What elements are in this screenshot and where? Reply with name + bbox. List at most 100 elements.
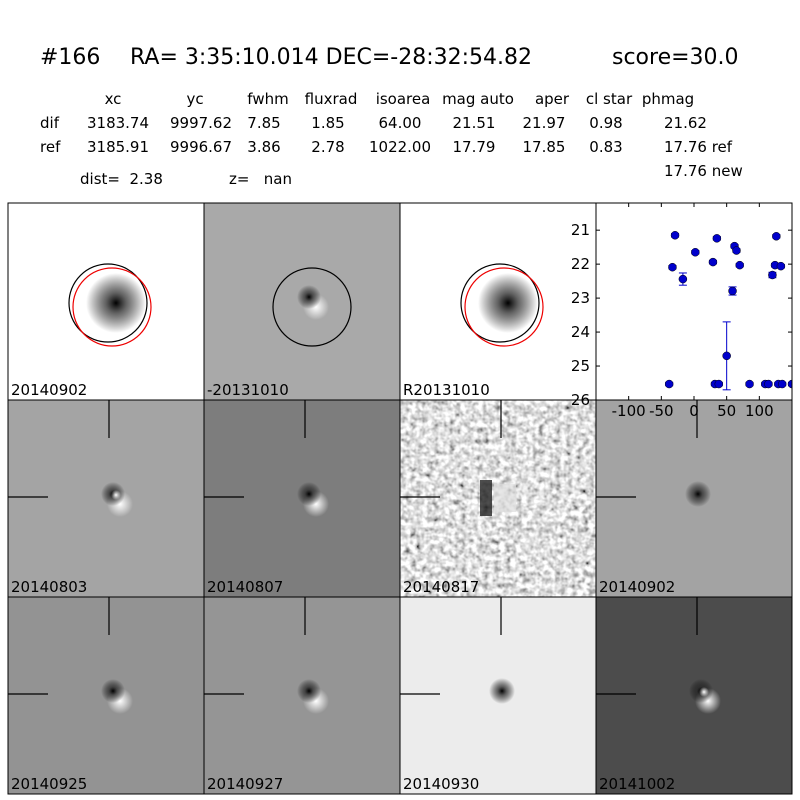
panel-label: 20140817 [403,578,479,596]
table-cell: 17.76 ref [664,138,733,156]
point [728,286,737,296]
aperture [72,267,152,347]
table-cell: 0.83 [589,138,622,156]
coordinates: RA= 3:35:10.014 DEC=-28:32:54.82 [130,45,532,70]
point [714,379,724,389]
table-cell: 21.62 [664,114,707,132]
panel-label: 20140902 [599,578,675,596]
image-panel: 20140925 [7,596,205,795]
source-dark [297,285,321,309]
panel-label: R20131010 [403,381,490,399]
panel-label: 20140807 [207,578,283,596]
z-value: z= nan [229,170,292,188]
table-cell: 21.51 [453,114,496,132]
column-header: yc [186,90,203,108]
table-cell: 7.85 [247,114,280,132]
image-panel: 20140803 [7,399,205,598]
column-header: aper [535,90,570,108]
point [772,232,781,241]
column-header: mag auto [442,90,514,108]
image-panel: 20140902 [595,399,793,598]
panel-label: 20140930 [403,775,479,793]
panel-label: 20140803 [11,578,87,596]
table-cell: 21.97 [523,114,566,132]
source [86,273,146,333]
score: score=30.0 [612,45,739,70]
point [691,248,700,257]
aperture [272,267,352,347]
source-light [111,490,121,500]
table-cell: 3185.91 [87,138,149,156]
point [787,379,792,389]
source-light [699,687,709,697]
image-panel: 20140902 [7,202,205,401]
image-panel: -20131010 [203,202,401,401]
row-label: ref [40,138,61,156]
source-dark [101,679,125,703]
panel-label: -20131010 [207,381,289,399]
column-header: xc [105,90,122,108]
dist: dist= 2.38 [80,170,163,188]
source [478,273,538,333]
panel-label: 20140927 [207,775,283,793]
table-cell: 2.78 [311,138,344,156]
plot-frame [595,202,793,401]
point [777,379,787,389]
y-tick-label: 21 [571,221,590,239]
plot-area [596,203,792,400]
point [678,274,688,284]
y-tick-label: 24 [571,323,590,341]
y-tick-label: 23 [571,289,590,307]
point [735,260,744,270]
image-panel: 20140927 [203,596,401,795]
x-tick-label: -50 [649,402,674,420]
table-cell: 3.86 [247,138,280,156]
point [764,379,773,389]
table-cell: 1.85 [311,114,344,132]
row-label: dif [40,114,60,132]
object-id: #166 [40,45,100,70]
x-tick-label: 0 [689,402,699,420]
panel-label: 20140902 [11,381,87,399]
point [712,234,722,243]
point [708,257,718,267]
panel-label: 20141002 [599,775,675,793]
column-header: cl star [586,90,633,108]
image-panel: 20140807 [203,399,401,598]
point [664,379,674,389]
table-cell: 3183.74 [87,114,149,132]
source-dark [685,481,711,507]
source-dark [480,480,492,516]
image-panel: 20141002 [595,596,793,795]
image-panel: 20140817 [399,399,597,598]
source-dark [297,482,321,506]
image-panel: 20140930 [399,596,597,795]
point [670,231,680,240]
source-light [494,484,516,512]
table-cell: 64.00 [379,114,422,132]
y-tick-label: 25 [571,357,590,375]
table-cell: 1022.00 [369,138,431,156]
table-cell: 9997.62 [170,114,232,132]
x-tick-label: -100 [612,402,646,420]
image-panel: R20131010 [399,202,597,401]
x-tick-label: 100 [745,402,774,420]
y-tick-label: 26 [571,391,590,409]
aperture [68,263,148,343]
y-tick-label: 22 [571,255,590,273]
point [668,262,677,272]
column-header: fluxrad [305,90,358,108]
source-dark [489,678,515,704]
phmag-new: 17.76 new [664,162,743,180]
x-tick-label: 50 [717,402,736,420]
point [722,351,731,361]
column-header: phmag [642,90,694,108]
plot-points [664,231,792,391]
table-cell: 17.79 [453,138,496,156]
table-cell: 17.85 [523,138,566,156]
aperture [460,263,540,343]
table-cell: 9996.67 [170,138,232,156]
point [732,246,741,255]
